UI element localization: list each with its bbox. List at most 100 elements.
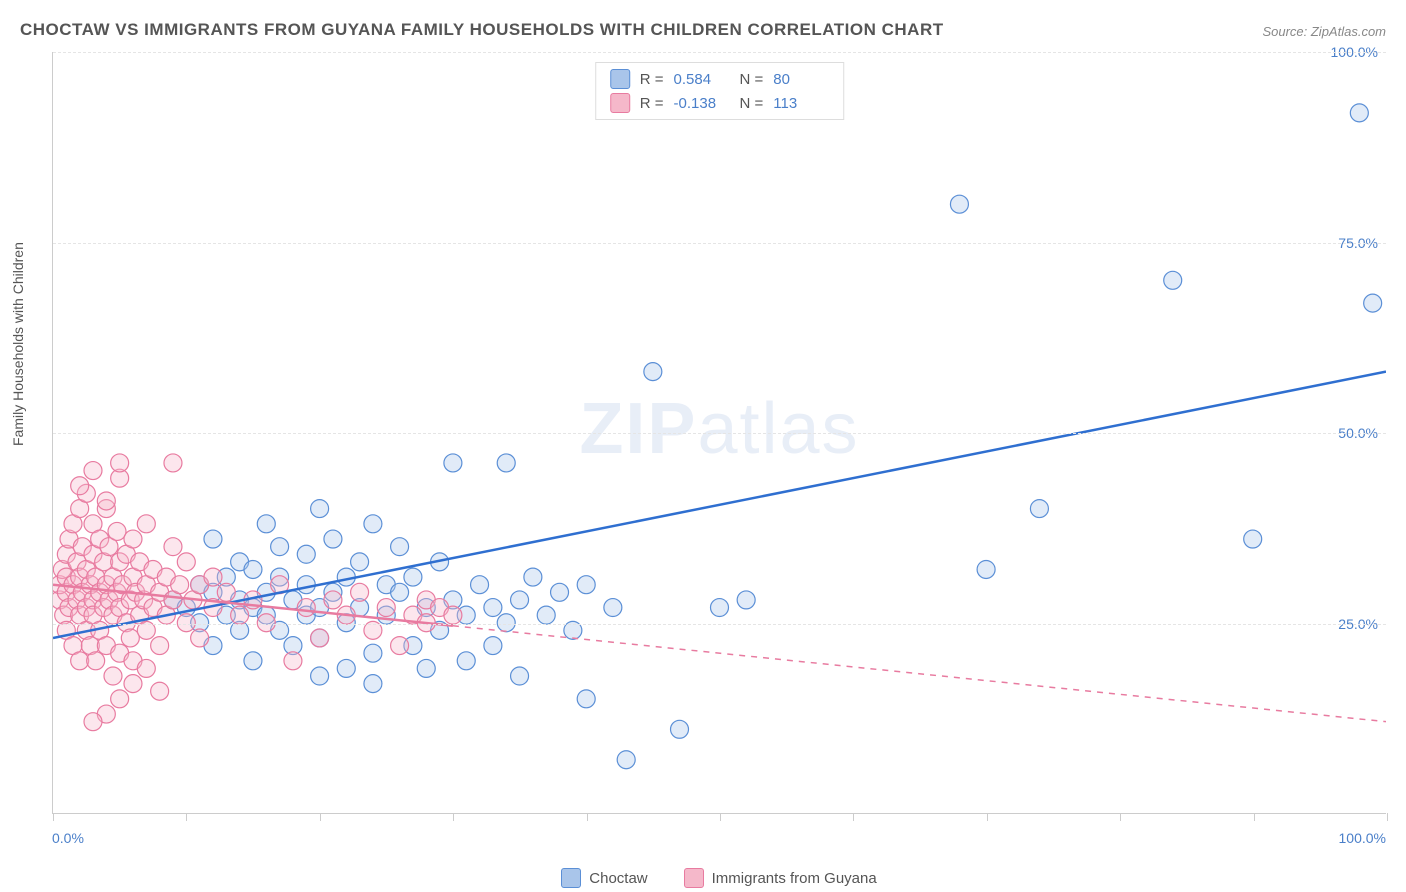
scatter-point [68,553,86,571]
scatter-point [484,637,502,655]
scatter-point [91,583,109,601]
scatter-point [377,576,395,594]
scatter-point [97,705,115,723]
scatter-point [87,568,105,586]
x-tick [1120,813,1121,821]
scatter-point [644,363,662,381]
x-tick [720,813,721,821]
scatter-point [73,538,91,556]
scatter-point [391,583,409,601]
scatter-point [111,599,129,617]
scatter-point [204,637,222,655]
legend-label-2: Immigrants from Guyana [712,870,877,887]
scatter-point [231,591,249,609]
scatter-point [104,568,122,586]
watermark-light: atlas [697,388,859,468]
scatter-point [84,713,102,731]
scatter-point [84,591,102,609]
plot-area: ZIPatlas R = 0.584 N = 80 R = -0.138 N =… [52,52,1386,814]
scatter-point [95,599,113,617]
gridline [53,243,1386,244]
stat-row-series1: R = 0.584 N = 80 [610,67,830,91]
scatter-point [177,599,195,617]
x-tick-label-min: 0.0% [52,830,84,846]
scatter-point [1030,500,1048,518]
stat-N-value-1: 80 [773,71,829,88]
scatter-point [1164,271,1182,289]
scatter-point [60,599,78,617]
scatter-point [87,652,105,670]
scatter-point [217,568,235,586]
scatter-point [164,454,182,472]
x-tick [853,813,854,821]
scatter-point [71,477,89,495]
scatter-point [137,576,155,594]
scatter-point [64,637,82,655]
scatter-point [244,599,262,617]
trend-line-solid [53,585,453,626]
scatter-point [1364,294,1382,312]
scatter-point [84,545,102,563]
scatter-point [73,583,91,601]
scatter-point [151,637,169,655]
stat-R-value-2: -0.138 [674,95,730,112]
scatter-point [284,652,302,670]
scatter-point [124,675,142,693]
scatter-point [324,530,342,548]
scatter-point [77,484,95,502]
scatter-point [404,606,422,624]
scatter-point [84,462,102,480]
scatter-point [311,599,329,617]
scatter-point [324,591,342,609]
scatter-point [108,522,126,540]
scatter-point [257,583,275,601]
scatter-point [81,637,99,655]
scatter-point [217,606,235,624]
scatter-point [671,720,689,738]
scatter-point [64,515,82,533]
scatter-point [1244,530,1262,548]
scatter-point [377,599,395,617]
scatter-point [64,576,82,594]
scatter-point [257,515,275,533]
scatter-point [151,583,169,601]
scatter-point [444,454,462,472]
scatter-point [137,515,155,533]
scatter-point [1350,104,1368,122]
scatter-point [57,568,75,586]
scatter-point [84,606,102,624]
scatter-point [71,652,89,670]
scatter-point [417,659,435,677]
stat-N-value-2: 113 [773,95,829,112]
scatter-point [284,591,302,609]
scatter-point [364,675,382,693]
scatter-point [444,591,462,609]
scatter-point [244,652,262,670]
scatter-point [97,500,115,518]
trend-line-dashed [453,626,1386,722]
source-attribution: Source: ZipAtlas.com [1262,24,1386,39]
scatter-point [284,637,302,655]
scatter-point [204,583,222,601]
scatter-point [191,629,209,647]
scatter-point [124,568,142,586]
scatter-point [81,576,99,594]
scatter-point [108,583,126,601]
x-tick [587,813,588,821]
scatter-point [271,576,289,594]
scatter-point [104,606,122,624]
legend-swatch-1 [561,868,581,888]
scatter-point [217,583,235,601]
scatter-point [311,629,329,647]
scatter-point [457,652,475,670]
scatter-point [53,576,69,594]
scatter-point [377,606,395,624]
scatter-point [191,576,209,594]
scatter-point [60,530,78,548]
scatter-point [77,560,95,578]
scatter-point [111,553,129,571]
scatter-point [431,599,449,617]
scatter-point [511,667,529,685]
scatter-point [164,538,182,556]
scatter-point [171,576,189,594]
